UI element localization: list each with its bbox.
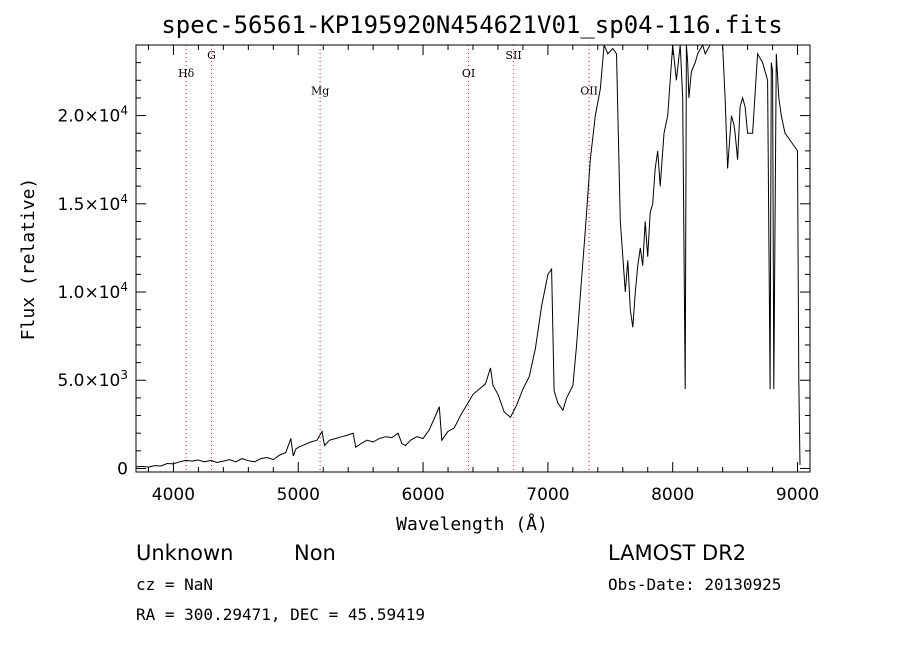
x-tick-label: 5000 [277,485,320,505]
chart-title: spec-56561-KP195920N454621V01_sp04-116.f… [161,11,782,39]
y-tick-label: 1.0×104 [57,280,128,303]
survey-name: LAMOST DR2 [608,541,746,565]
spectral-line-label: Mg [311,84,329,97]
spectral-line-label: Hδ [178,67,195,80]
x-tick-label: 7000 [526,485,569,505]
redshift-text: cz = NaN [136,575,213,594]
spectrum-series [135,43,801,468]
object-subclass: Non [294,541,336,565]
y-tick-label: 1.5×104 [57,192,128,215]
x-tick-label: 8000 [651,485,694,505]
coordinates-text: RA = 300.29471, DEC = 45.59419 [136,605,425,624]
spectral-line-label: SII [505,49,521,62]
y-tick-label: 5.0×103 [57,368,128,391]
y-axis-ticks: 0 5.0×103 1.0×104 1.5×104 2.0×104 [57,44,810,479]
observation-date: Obs-Date: 20130925 [608,575,781,594]
y-axis-label: Flux (relative) [18,178,39,341]
x-axis-label: Wavelength (Å) [396,513,548,535]
spectral-line-label: OII [580,84,598,97]
x-axis-ticks: 4000 5000 6000 7000 8000 9000 [147,45,819,505]
plot-frame [135,44,811,473]
spectrum-line-0 [135,43,801,468]
object-class: Unknown [136,541,233,565]
x-tick-label: 9000 [776,485,819,505]
y-tick-label: 2.0×104 [57,104,128,127]
y-tick-label: 0 [117,459,128,479]
spectral-line-label: G [207,49,216,62]
x-tick-label: 6000 [401,485,444,505]
x-tick-label: 4000 [152,485,195,505]
spectral-line-markers: Hδ G Mg OI SII OII [178,45,598,472]
spectral-line-label: OI [462,67,475,80]
